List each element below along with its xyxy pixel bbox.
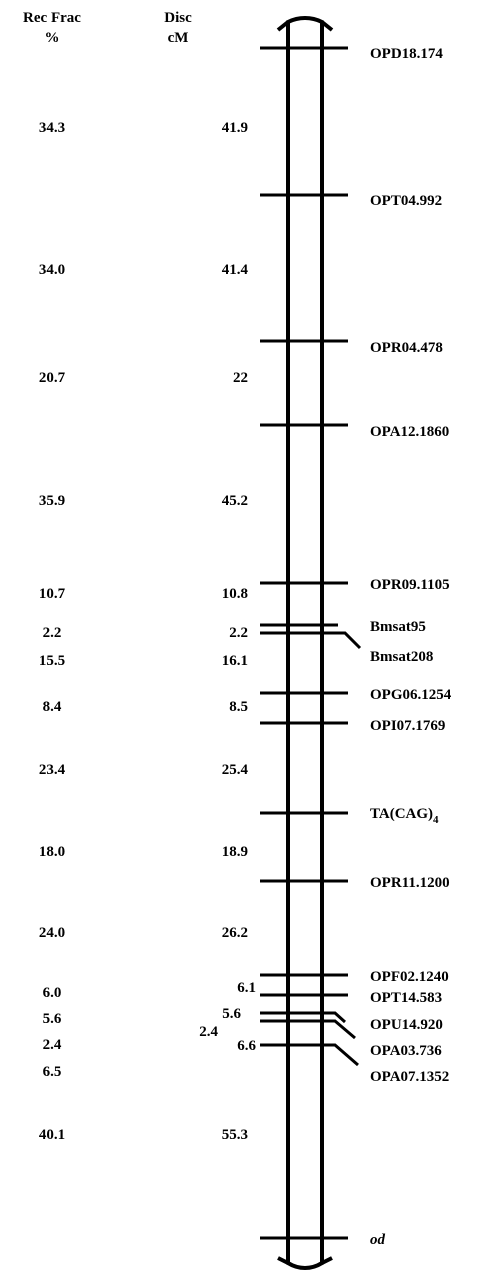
marker-label-m8: OPG06.1254: [370, 687, 452, 703]
rec-frac-value: 35.9: [39, 493, 65, 509]
rec-frac-value: 34.3: [39, 120, 65, 136]
marker-line-m16: [260, 1043, 359, 1067]
rec-frac-value: 2.2: [43, 625, 62, 641]
disc-unit: cM: [168, 30, 189, 46]
marker-label-m11: OPR11.1200: [370, 875, 450, 891]
disc-cm-value: 41.9: [222, 120, 248, 136]
disc-cm-value: 55.3: [222, 1127, 248, 1143]
disc-cm-value: 25.4: [222, 762, 249, 778]
rec-frac-value: 23.4: [39, 762, 66, 778]
rec-frac-value: 6.5: [43, 1064, 62, 1080]
marker-label-m7: Bmsat208: [370, 649, 433, 665]
rec-frac-value: 2.4: [43, 1037, 62, 1053]
disc-cm-value: 22: [233, 370, 248, 386]
disc-cm-value: 6.1: [237, 980, 256, 996]
marker-label-m3: OPR04.478: [370, 340, 443, 356]
marker-line-m15: [260, 1019, 356, 1040]
marker-label-m9: OPI07.1769: [370, 718, 445, 734]
rec-frac-unit: %: [45, 30, 60, 46]
marker-label-m6: Bmsat95: [370, 619, 426, 635]
marker-label-m4: OPA12.1860: [370, 424, 449, 440]
disc-cm-value: 41.4: [222, 262, 249, 278]
rec-frac-value: 18.0: [39, 844, 65, 860]
marker-line-m14: [260, 1011, 347, 1024]
disc-cm-value: 16.1: [222, 653, 248, 669]
marker-lines: [260, 46, 362, 1240]
disc-cm-value: 2.4: [199, 1024, 218, 1040]
marker-label-m1: OPD18.174: [370, 46, 443, 62]
rec-frac-header: Rec Frac: [23, 10, 81, 26]
rec-frac-value: 5.6: [43, 1011, 62, 1027]
rec-frac-value: 8.4: [43, 699, 62, 715]
disc-header: Disc: [164, 10, 192, 26]
marker-label-m10-main: TA(CAG): [370, 806, 433, 822]
marker-label-m10-subscript: 4: [433, 814, 439, 826]
marker-label-m5: OPR09.1105: [370, 577, 450, 593]
disc-cm-value: 6.6: [237, 1038, 256, 1054]
marker-label-m15: OPA03.736: [370, 1043, 442, 1059]
marker-label-m12: OPF02.1240: [370, 969, 449, 985]
disc-cm-value: 5.6: [222, 1006, 241, 1022]
marker-label-m13: OPT14.583: [370, 990, 442, 1006]
marker-line-m7: [260, 631, 362, 650]
chromosome-outline: [286, 15, 324, 1271]
marker-label-m17: od: [370, 1232, 386, 1248]
marker-label-m14: OPU14.920: [370, 1017, 443, 1033]
disc-cm-value: 18.9: [222, 844, 248, 860]
rec-frac-value: 10.7: [39, 586, 66, 602]
disc-cm-value: 8.5: [229, 699, 248, 715]
marker-label-m16: OPA07.1352: [370, 1069, 449, 1085]
marker-label-m10: TA(CAG)4: [370, 806, 439, 826]
rec-frac-value: 34.0: [39, 262, 65, 278]
rec-frac-value: 6.0: [43, 985, 62, 1001]
rec-frac-column: 34.3 34.0 20.7 35.9 10.7 2.2 15.5 8.4 23…: [39, 120, 66, 1143]
disc-cm-value: 2.2: [229, 625, 248, 641]
marker-label-m2: OPT04.992: [370, 193, 442, 209]
rec-frac-value: 15.5: [39, 653, 65, 669]
chromosome-bar: [276, 15, 334, 1271]
rec-frac-value: 20.7: [39, 370, 66, 386]
disc-cm-value: 26.2: [222, 925, 248, 941]
disc-cm-value: 45.2: [222, 493, 248, 509]
chromosome-cap-marks: [276, 20, 334, 1265]
disc-cm-column: 41.9 41.4 22 45.2 10.8 2.2 16.1 8.5 25.4…: [199, 120, 256, 1143]
disc-cm-value: 10.8: [222, 586, 248, 602]
rec-frac-value: 24.0: [39, 925, 65, 941]
rec-frac-value: 40.1: [39, 1127, 65, 1143]
